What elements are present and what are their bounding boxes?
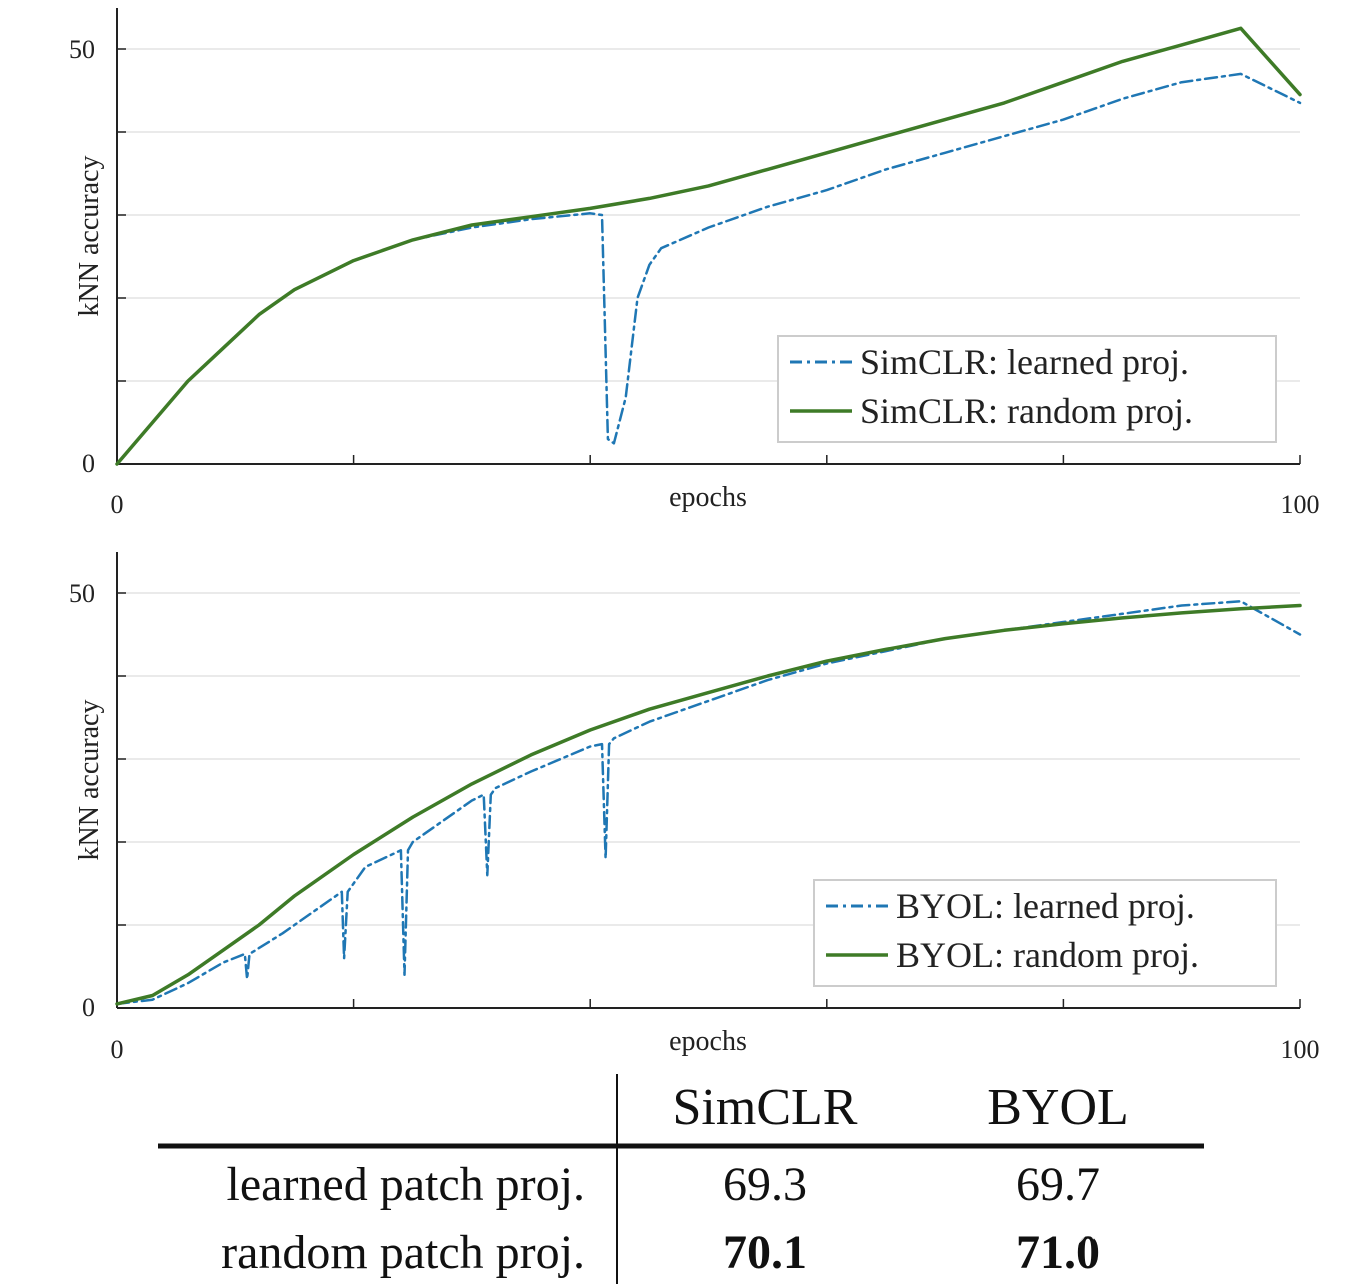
x-tick-label-100: 100 (1281, 1035, 1320, 1064)
table-row-label-random: random patch proj. (221, 1226, 585, 1279)
x-tick-label-0: 0 (111, 490, 124, 519)
legend-label-random: SimCLR: random proj. (860, 391, 1193, 431)
legend: BYOL: learned proj. BYOL: random proj. (813, 879, 1277, 987)
legend: SimCLR: learned proj. SimCLR: random pro… (777, 335, 1277, 443)
series-layer (115, 26, 1302, 466)
y-tick-label-0: 0 (82, 449, 95, 478)
table-row-label-learned: learned patch proj. (227, 1158, 586, 1211)
series-layer (115, 600, 1302, 1006)
legend-box (777, 335, 1277, 443)
axis-ticks (116, 48, 1301, 465)
legend-box (813, 879, 1277, 987)
legend-label-random: BYOL: random proj. (896, 935, 1199, 975)
legend-label-learned: BYOL: learned proj. (896, 886, 1195, 926)
chart-byol: 50 0 0 100 epochs kNN accuracy BYOL: lea… (69, 552, 1320, 1064)
x-tick-label-100: 100 (1281, 490, 1320, 519)
y-axis-label: kNN accuracy (74, 700, 105, 861)
x-axis-label: epochs (669, 482, 747, 513)
results-table: SimCLR BYOL learned patch proj. 69.3 69.… (158, 1074, 1204, 1284)
y-tick-label-50: 50 (69, 579, 95, 608)
watermark-text: 知乎 @刚刚好 (1076, 1205, 1316, 1249)
legend-label-learned: SimCLR: learned proj. (860, 342, 1189, 382)
y-tick-label-0: 0 (82, 993, 95, 1022)
axis-ticks (116, 592, 1301, 1009)
series-line-learned (115, 600, 1302, 1006)
chart-simclr: 50 0 0 100 epochs kNN accuracy SimCLR: l… (69, 8, 1320, 519)
x-tick-label-0: 0 (111, 1035, 124, 1064)
table-cell-learned-simclr: 69.3 (723, 1158, 807, 1211)
x-axis-label: epochs (669, 1026, 747, 1057)
grid-lines (117, 48, 1300, 382)
table-col-header-byol: BYOL (987, 1079, 1129, 1136)
table-cell-random-byol: 71.0 (1016, 1226, 1100, 1279)
series-line-random (115, 603, 1302, 1006)
series-line-random (115, 26, 1302, 466)
table-col-header-simclr: SimCLR (673, 1079, 858, 1136)
table-cell-random-simclr: 70.1 (723, 1226, 807, 1279)
y-axis-label: kNN accuracy (74, 156, 105, 317)
y-tick-label-50: 50 (69, 35, 95, 64)
grid-lines (117, 592, 1300, 926)
table-cell-learned-byol: 69.7 (1016, 1158, 1100, 1211)
